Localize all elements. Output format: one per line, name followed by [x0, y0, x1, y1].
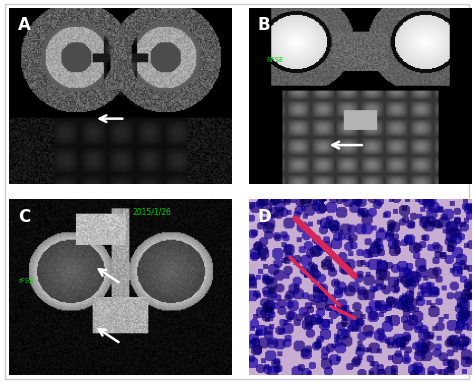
Text: rFSE: rFSE: [18, 278, 34, 285]
Text: B: B: [258, 16, 270, 34]
Text: RFSE: RFSE: [267, 57, 284, 63]
Text: C: C: [18, 208, 31, 226]
Text: D: D: [258, 208, 272, 226]
Text: 2015/1/26: 2015/1/26: [132, 208, 171, 217]
Text: A: A: [18, 16, 31, 34]
